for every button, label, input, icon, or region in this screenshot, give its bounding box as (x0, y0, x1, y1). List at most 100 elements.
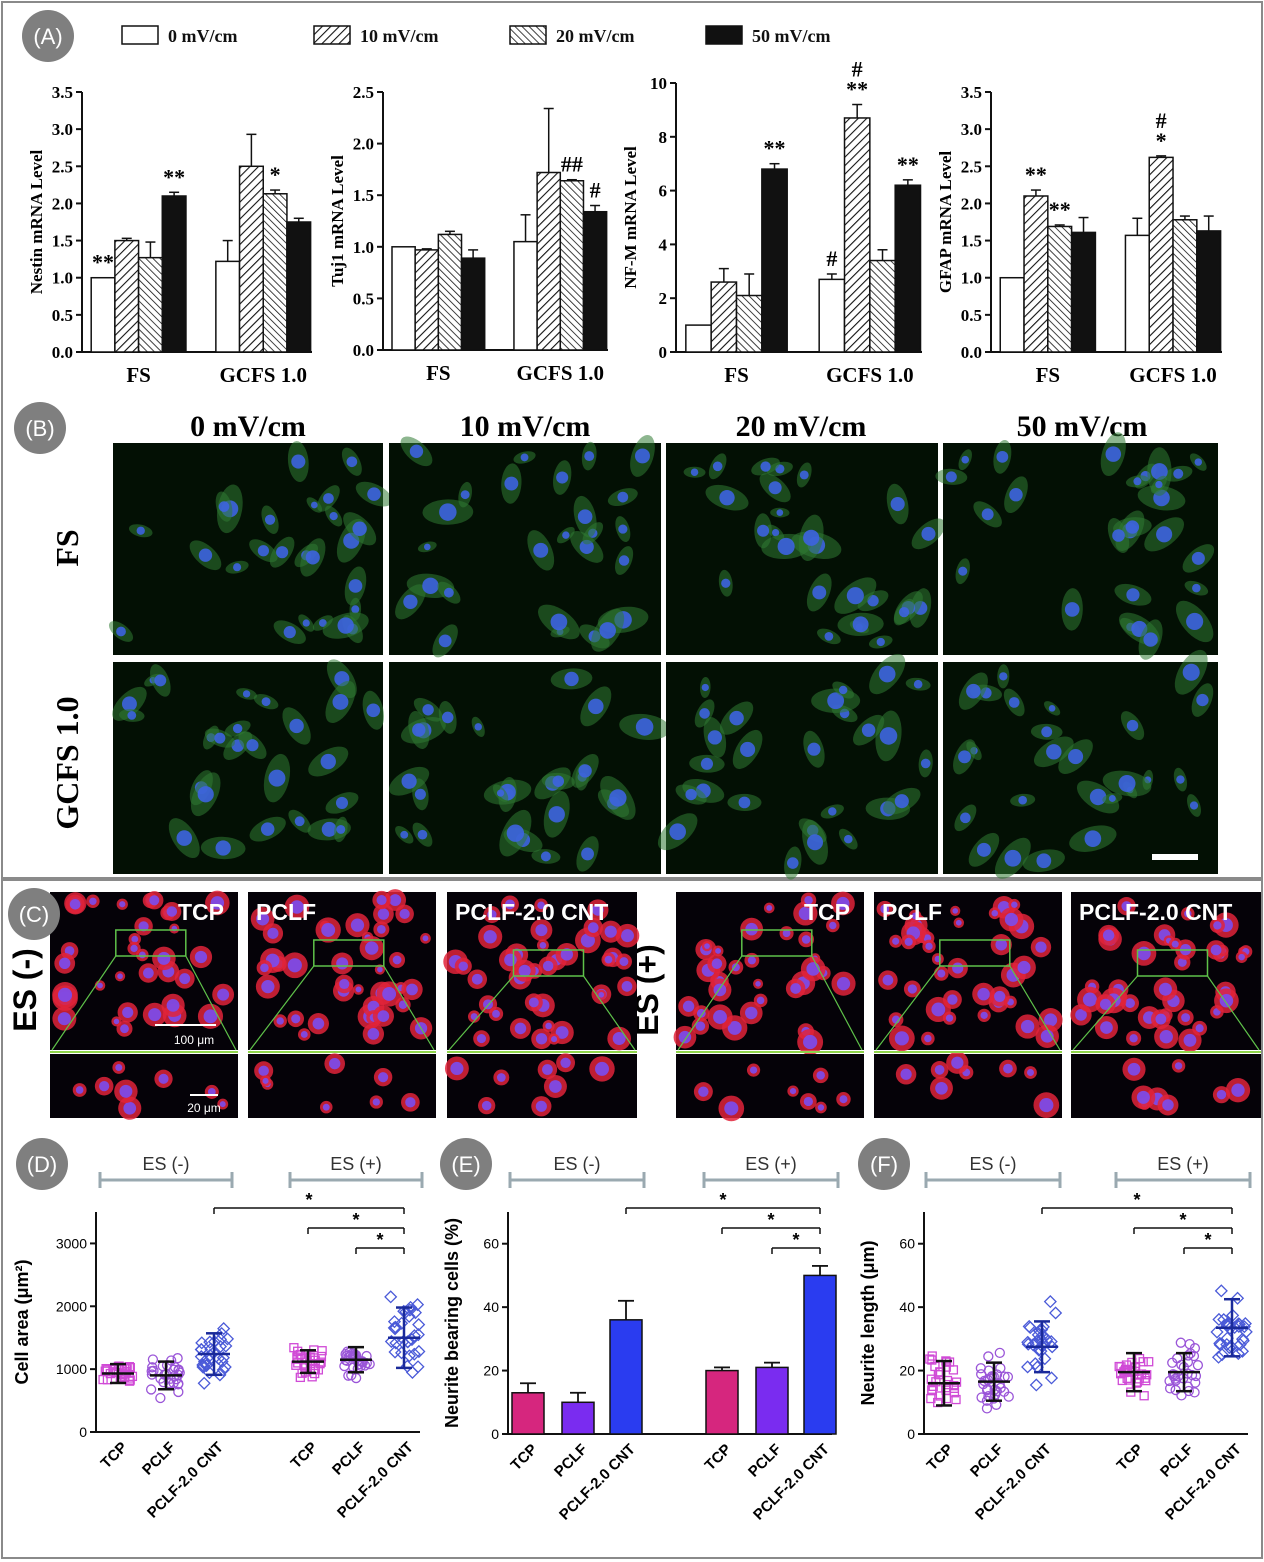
cell-nucleus (1136, 1090, 1150, 1104)
zoom-line (811, 955, 863, 1051)
cell-nucleus (807, 834, 824, 851)
cell-nucleus (1183, 1033, 1197, 1047)
cell-nucleus (1133, 477, 1142, 486)
confocal-top-5 (1070, 892, 1261, 1052)
cell-nucleus (537, 901, 545, 910)
bar-20mVcm-0 (735, 294, 763, 353)
x-category-label: GCFS 1.0 (517, 361, 605, 385)
data-point (1029, 1378, 1043, 1392)
cell-nucleus (504, 476, 519, 491)
cell-nucleus (59, 957, 71, 970)
bar-0mVcm-1 (1124, 234, 1150, 353)
cell-nucleus (336, 824, 346, 834)
bar-10mVcm-1 (536, 171, 562, 351)
cell-nucleus (749, 1066, 758, 1074)
bar-5 (803, 1274, 837, 1435)
data-point (1022, 1319, 1036, 1333)
cell-nucleus (699, 708, 710, 719)
data-point (412, 1318, 426, 1332)
data-point (1139, 1391, 1149, 1401)
bar-50mVcm-0 (161, 195, 187, 353)
cell-nucleus (505, 899, 515, 910)
cell-nucleus (621, 981, 633, 992)
data-point (1144, 1357, 1154, 1367)
cell-nucleus (377, 1010, 390, 1022)
data-point (412, 1344, 426, 1359)
bar-1 (561, 1401, 595, 1435)
data-point (1036, 1320, 1050, 1334)
scale-label-small: 20 μm (187, 1101, 221, 1115)
cell-nucleus (218, 501, 230, 512)
cell-nucleus (1195, 1024, 1204, 1033)
cell-nucleus (232, 723, 243, 734)
data-point (213, 1339, 228, 1354)
cell-nucleus (1020, 1019, 1035, 1034)
cell-nucleus (487, 909, 497, 920)
significance-mark: # (590, 178, 601, 203)
cell-nucleus (409, 444, 424, 459)
group-label: ES (-) (143, 1154, 190, 1174)
data-point (1169, 1369, 1181, 1381)
cell-nucleus (1064, 602, 1080, 617)
cell-nucleus (1075, 1009, 1087, 1021)
cell-nucleus (1171, 940, 1179, 948)
cell-nucleus (305, 550, 320, 565)
cell-nucleus (766, 905, 773, 911)
data-point (1170, 1373, 1181, 1384)
cell-nucleus (545, 1022, 552, 1030)
data-point (1142, 1370, 1152, 1380)
cell-nucleus (609, 789, 627, 807)
cell-nucleus (961, 455, 970, 464)
cell-nucleus (392, 955, 402, 965)
es-minus-label: ES (-) (7, 948, 43, 1032)
cell-nucleus (276, 1017, 284, 1025)
data-point (1045, 1340, 1059, 1354)
panels-d-e-f: (D) (E) (F) ES (-) ES (+)***0100020003000… (12, 1138, 1253, 1524)
cell-nucleus (260, 963, 269, 973)
data-point (1167, 1357, 1178, 1368)
cell-nucleus (1125, 998, 1135, 1009)
bar-20mVcm-1 (869, 259, 896, 353)
data-point (402, 1309, 416, 1323)
cell-nucleus (952, 962, 964, 974)
data-point (293, 1358, 303, 1368)
cell-nucleus (892, 937, 900, 945)
confocal-zoom-3 (676, 1054, 864, 1122)
bar-4 (755, 1366, 789, 1435)
sig-star: * (305, 1190, 312, 1210)
cell-nucleus (564, 671, 579, 687)
x-category-label: PCLF (967, 1441, 1007, 1481)
panel-label-f: (F) (870, 1152, 898, 1177)
cell-nucleus (1048, 704, 1056, 712)
cell-nucleus (799, 470, 809, 480)
bar-0mVcm-1 (818, 278, 846, 353)
significance-mark: ** (846, 77, 868, 102)
cell-nucleus (75, 1086, 84, 1094)
cell-nucleus (540, 851, 551, 862)
cell-nucleus (904, 937, 913, 946)
cell-nucleus (257, 545, 270, 557)
cell-nucleus (471, 973, 483, 985)
cell-nucleus (803, 529, 820, 546)
cell-nucleus (283, 626, 296, 639)
data-point (975, 1363, 987, 1374)
cell-nucleus (1018, 795, 1027, 805)
cell-nucleus (261, 980, 275, 994)
column-header-3: 50 mV/cm (1017, 410, 1148, 443)
y-tick-label: 2.0 (961, 194, 982, 213)
cell-nucleus (321, 923, 336, 937)
cell-nucleus (1158, 982, 1172, 996)
data-point (411, 1360, 425, 1374)
data-point (1122, 1373, 1132, 1383)
tile-label-4: PCLF (882, 899, 942, 925)
bar-50mVcm-1 (894, 184, 922, 353)
data-point (215, 1326, 229, 1341)
cell-nucleus (604, 925, 617, 938)
bar-10mVcm-1 (843, 117, 871, 353)
cell-nucleus (376, 925, 386, 934)
cell-nucleus (542, 960, 554, 972)
zoom-line (677, 955, 743, 1051)
cell-nucleus (294, 816, 305, 827)
zoom-box (313, 939, 385, 967)
